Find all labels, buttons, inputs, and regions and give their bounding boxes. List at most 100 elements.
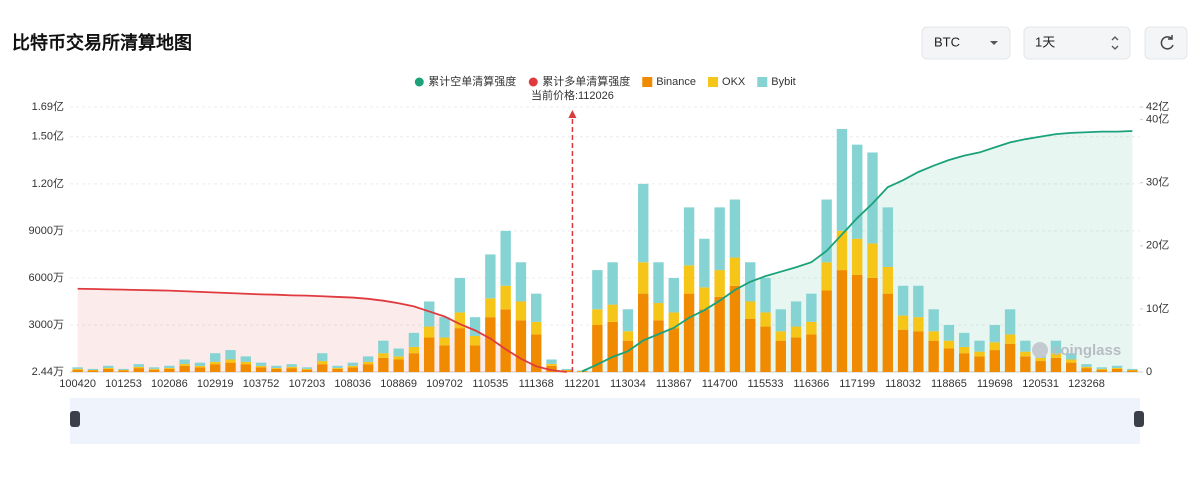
bar-segment <box>286 368 297 372</box>
bar-segment <box>638 262 649 294</box>
bar-segment <box>806 334 817 372</box>
select-box[interactable] <box>1023 26 1131 60</box>
bar-segment <box>469 335 481 346</box>
bar-segment <box>913 331 924 372</box>
bar-segment <box>913 317 924 332</box>
y-tick-label: 9000万 <box>29 225 64 237</box>
current-price-label: 当前价格:112026 <box>531 88 614 102</box>
range-slider[interactable] <box>70 398 1140 444</box>
bar-segment <box>653 320 664 372</box>
select-box[interactable] <box>921 26 1011 60</box>
spinner <box>1111 36 1119 50</box>
bar-segment <box>729 285 741 372</box>
bar-segment <box>515 262 527 302</box>
bar-segment <box>867 243 878 278</box>
bar-segment <box>959 332 970 347</box>
bar-segment <box>760 326 771 372</box>
x-tick-label: 109702 <box>426 378 463 390</box>
bar-segment <box>271 365 282 368</box>
bar-segment <box>164 367 175 369</box>
bar-segment <box>607 304 618 322</box>
bar-segment <box>1127 368 1138 370</box>
bar-segment <box>699 309 710 372</box>
bar-segment <box>531 293 542 322</box>
bar-segment <box>103 368 114 372</box>
bar-segment <box>989 342 1000 351</box>
bar-segment <box>469 317 481 336</box>
bar-segment <box>255 367 267 372</box>
bar-segment <box>806 293 817 322</box>
bar-segment <box>347 362 358 366</box>
y2-tick-label: 30亿 <box>1146 176 1169 189</box>
y2-tick-label: 20亿 <box>1146 239 1169 252</box>
bar-segment <box>867 277 878 372</box>
bar-segment <box>362 356 374 362</box>
slider-handle[interactable] <box>70 411 80 427</box>
bar-segment <box>1050 357 1062 372</box>
bar-segment <box>424 301 435 327</box>
bar-segment <box>790 326 802 338</box>
bar-segment <box>1081 368 1092 372</box>
bar-segment <box>928 331 939 341</box>
bar-segment <box>240 361 251 365</box>
bar-segment <box>943 340 955 349</box>
bar-segment <box>836 230 848 271</box>
bar-segment <box>576 371 588 372</box>
legend: 累计空单清算强度 累计多单清算强度 Binance OKX Bybit <box>414 74 796 88</box>
bar-segment <box>225 359 236 363</box>
bar-segment <box>378 357 389 372</box>
interval-select[interactable]: 1天 <box>1023 26 1131 60</box>
bar-segment <box>408 346 420 354</box>
slider-handle[interactable] <box>1134 411 1144 427</box>
bar-segment <box>699 287 710 310</box>
line <box>581 130 1133 373</box>
y-tick-label: 2.44万 <box>32 366 64 378</box>
bar-segment <box>1004 343 1016 372</box>
bar-segment <box>882 207 893 267</box>
button-box[interactable] <box>1144 26 1188 60</box>
bar-segment <box>378 353 389 358</box>
bar-segment <box>133 366 144 369</box>
bar-segment <box>852 144 863 239</box>
bar-segment <box>989 324 1000 343</box>
bar-segment <box>332 365 343 368</box>
refresh-button[interactable] <box>1144 26 1188 60</box>
bar-segment <box>271 368 282 372</box>
bar-segment <box>225 362 236 372</box>
legend-label: 累计空单清算强度 <box>428 74 516 88</box>
bar-segment <box>255 362 267 366</box>
bar-segment <box>179 359 190 364</box>
y2-tick-label: 0 <box>1146 366 1152 378</box>
bar-segment <box>408 353 420 372</box>
bar-segment <box>714 296 725 372</box>
x-tick-label: 118032 <box>885 378 921 390</box>
bar-segment <box>439 345 450 372</box>
x-tick-label: 108869 <box>380 378 417 390</box>
bar-segment <box>729 199 741 258</box>
bar-segment <box>1004 309 1016 335</box>
page-title: 比特币交易所清算地图 <box>12 32 192 53</box>
select-value[interactable]: 1天 <box>1035 34 1055 49</box>
bar-segment <box>103 367 114 369</box>
symbol-select[interactable]: BTC <box>921 26 1011 60</box>
legend-marker <box>708 77 719 87</box>
x-tick-label: 115533 <box>748 378 784 390</box>
select-value[interactable]: BTC <box>934 34 960 49</box>
legend-label: 累计多单清算强度 <box>542 74 630 88</box>
bar-segment <box>699 238 710 288</box>
y2-tick-label: 40亿 <box>1146 113 1169 126</box>
bar-segment <box>622 309 634 332</box>
bar-segment <box>332 368 343 372</box>
x-tick-label: 113867 <box>656 378 692 390</box>
x-tick-label: 120531 <box>1022 378 1059 390</box>
bar-segment <box>1066 353 1077 360</box>
bar-segment <box>592 270 603 310</box>
bar-segment <box>454 328 465 372</box>
bar-segment <box>622 340 634 372</box>
bar-segment <box>531 334 542 372</box>
bar-segment <box>668 328 679 372</box>
bar-segment <box>531 321 542 335</box>
bar-segment <box>852 274 863 372</box>
bar-segment <box>790 301 802 327</box>
bar-segment <box>775 340 786 372</box>
